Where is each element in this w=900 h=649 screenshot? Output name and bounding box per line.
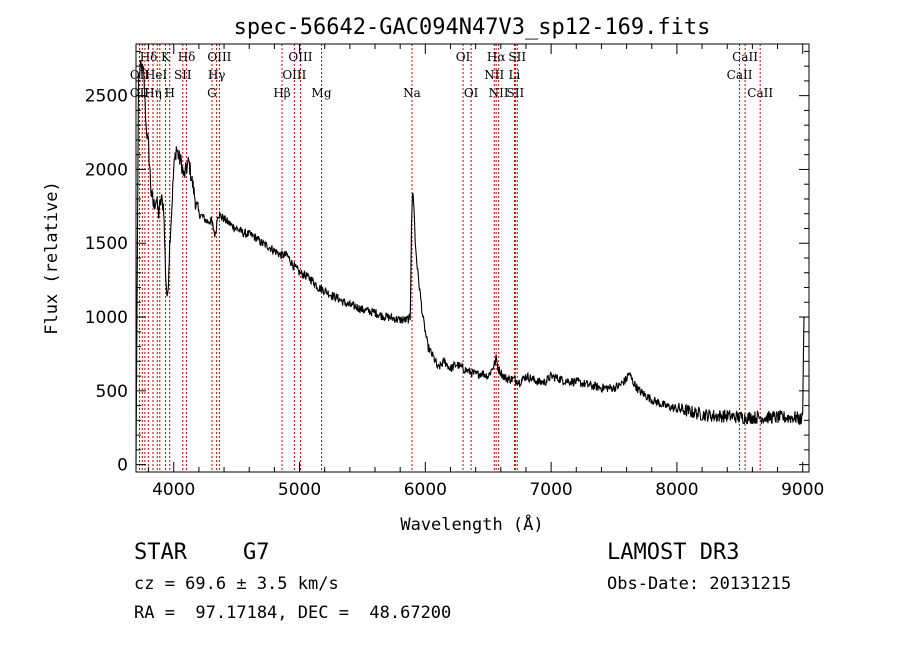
y-tick-label-0: 0	[117, 456, 128, 476]
y-axis-label: Flux (relative)	[42, 181, 62, 335]
line-label-r0-8: CaII	[732, 50, 758, 64]
line-label-r2-9: SII	[507, 86, 525, 100]
line-label-r1-6: Li	[508, 68, 520, 82]
line-label-r2-4: Hβ	[273, 86, 290, 100]
series-flux-line	[135, 60, 805, 465]
object-subclass: G7	[243, 540, 270, 565]
line-label-r0-0: Hδ	[140, 50, 158, 64]
x-tick-label-3: 7000	[529, 480, 572, 500]
x-tick-label-0: 4000	[152, 480, 195, 500]
y-tick-label-4: 2000	[85, 160, 128, 180]
line-label-r0-1: K	[161, 50, 171, 64]
chart-title: spec-56642-GAC094N47V3_sp12-169.fits	[234, 15, 711, 40]
y-tick-label-3: 1500	[85, 234, 128, 254]
line-label-r2-7: OI	[464, 86, 479, 100]
x-axis-label: Wavelength (Å)	[400, 513, 543, 535]
line-label-r0-4: OIII	[288, 50, 312, 64]
line-label-r2-1: Hη	[144, 86, 162, 100]
x-tick-label-5: 9000	[781, 480, 824, 500]
y-tick-label-2: 1000	[85, 308, 128, 328]
x-tick-label-2: 6000	[404, 480, 447, 500]
object-class: STAR	[134, 540, 187, 565]
line-label-r1-7: CaII	[727, 68, 753, 82]
line-label-r0-6: Hα	[487, 50, 506, 64]
plot-frame	[135, 43, 810, 473]
line-label-r0-2: Hδ	[178, 50, 196, 64]
line-label-r0-5: OI	[456, 50, 471, 64]
y-tick-label-1: 500	[96, 382, 128, 402]
line-label-r1-2: SII	[174, 68, 192, 82]
line-label-r2-10: CaII	[747, 86, 773, 100]
line-label-r0-3: OIII	[207, 50, 231, 64]
x-tick-label-1: 5000	[278, 480, 321, 500]
observation-date: Obs-Date: 20131215	[607, 574, 792, 594]
line-label-r0-7: SII	[508, 50, 526, 64]
line-label-r2-8: NII	[489, 86, 509, 100]
line-label-r1-5: NII	[484, 68, 504, 82]
spectrum-chart: spec-56642-GAC094N47V3_sp12-169.fits Hδ K…	[42, 15, 824, 535]
line-label-r2-5: Mg	[312, 86, 332, 100]
line-label-r1-3: Hγ	[208, 68, 226, 82]
ra-dec-coordinates: RA = 97.17184, DEC = 48.67200	[134, 603, 452, 623]
redshift-cz: cz = 69.6 ± 3.5 km/s	[134, 574, 339, 594]
line-label-r1-4: OIII	[282, 68, 306, 82]
line-label-r2-6: Na	[403, 86, 421, 100]
line-label-r2-3: G	[207, 86, 217, 100]
x-tick-label-4: 8000	[655, 480, 698, 500]
y-tick-label-5: 2500	[85, 87, 128, 107]
line-label-r2-2: H	[164, 86, 174, 100]
survey-name: LAMOST DR3	[607, 540, 740, 565]
line-label-r1-1: HeI	[145, 68, 168, 82]
